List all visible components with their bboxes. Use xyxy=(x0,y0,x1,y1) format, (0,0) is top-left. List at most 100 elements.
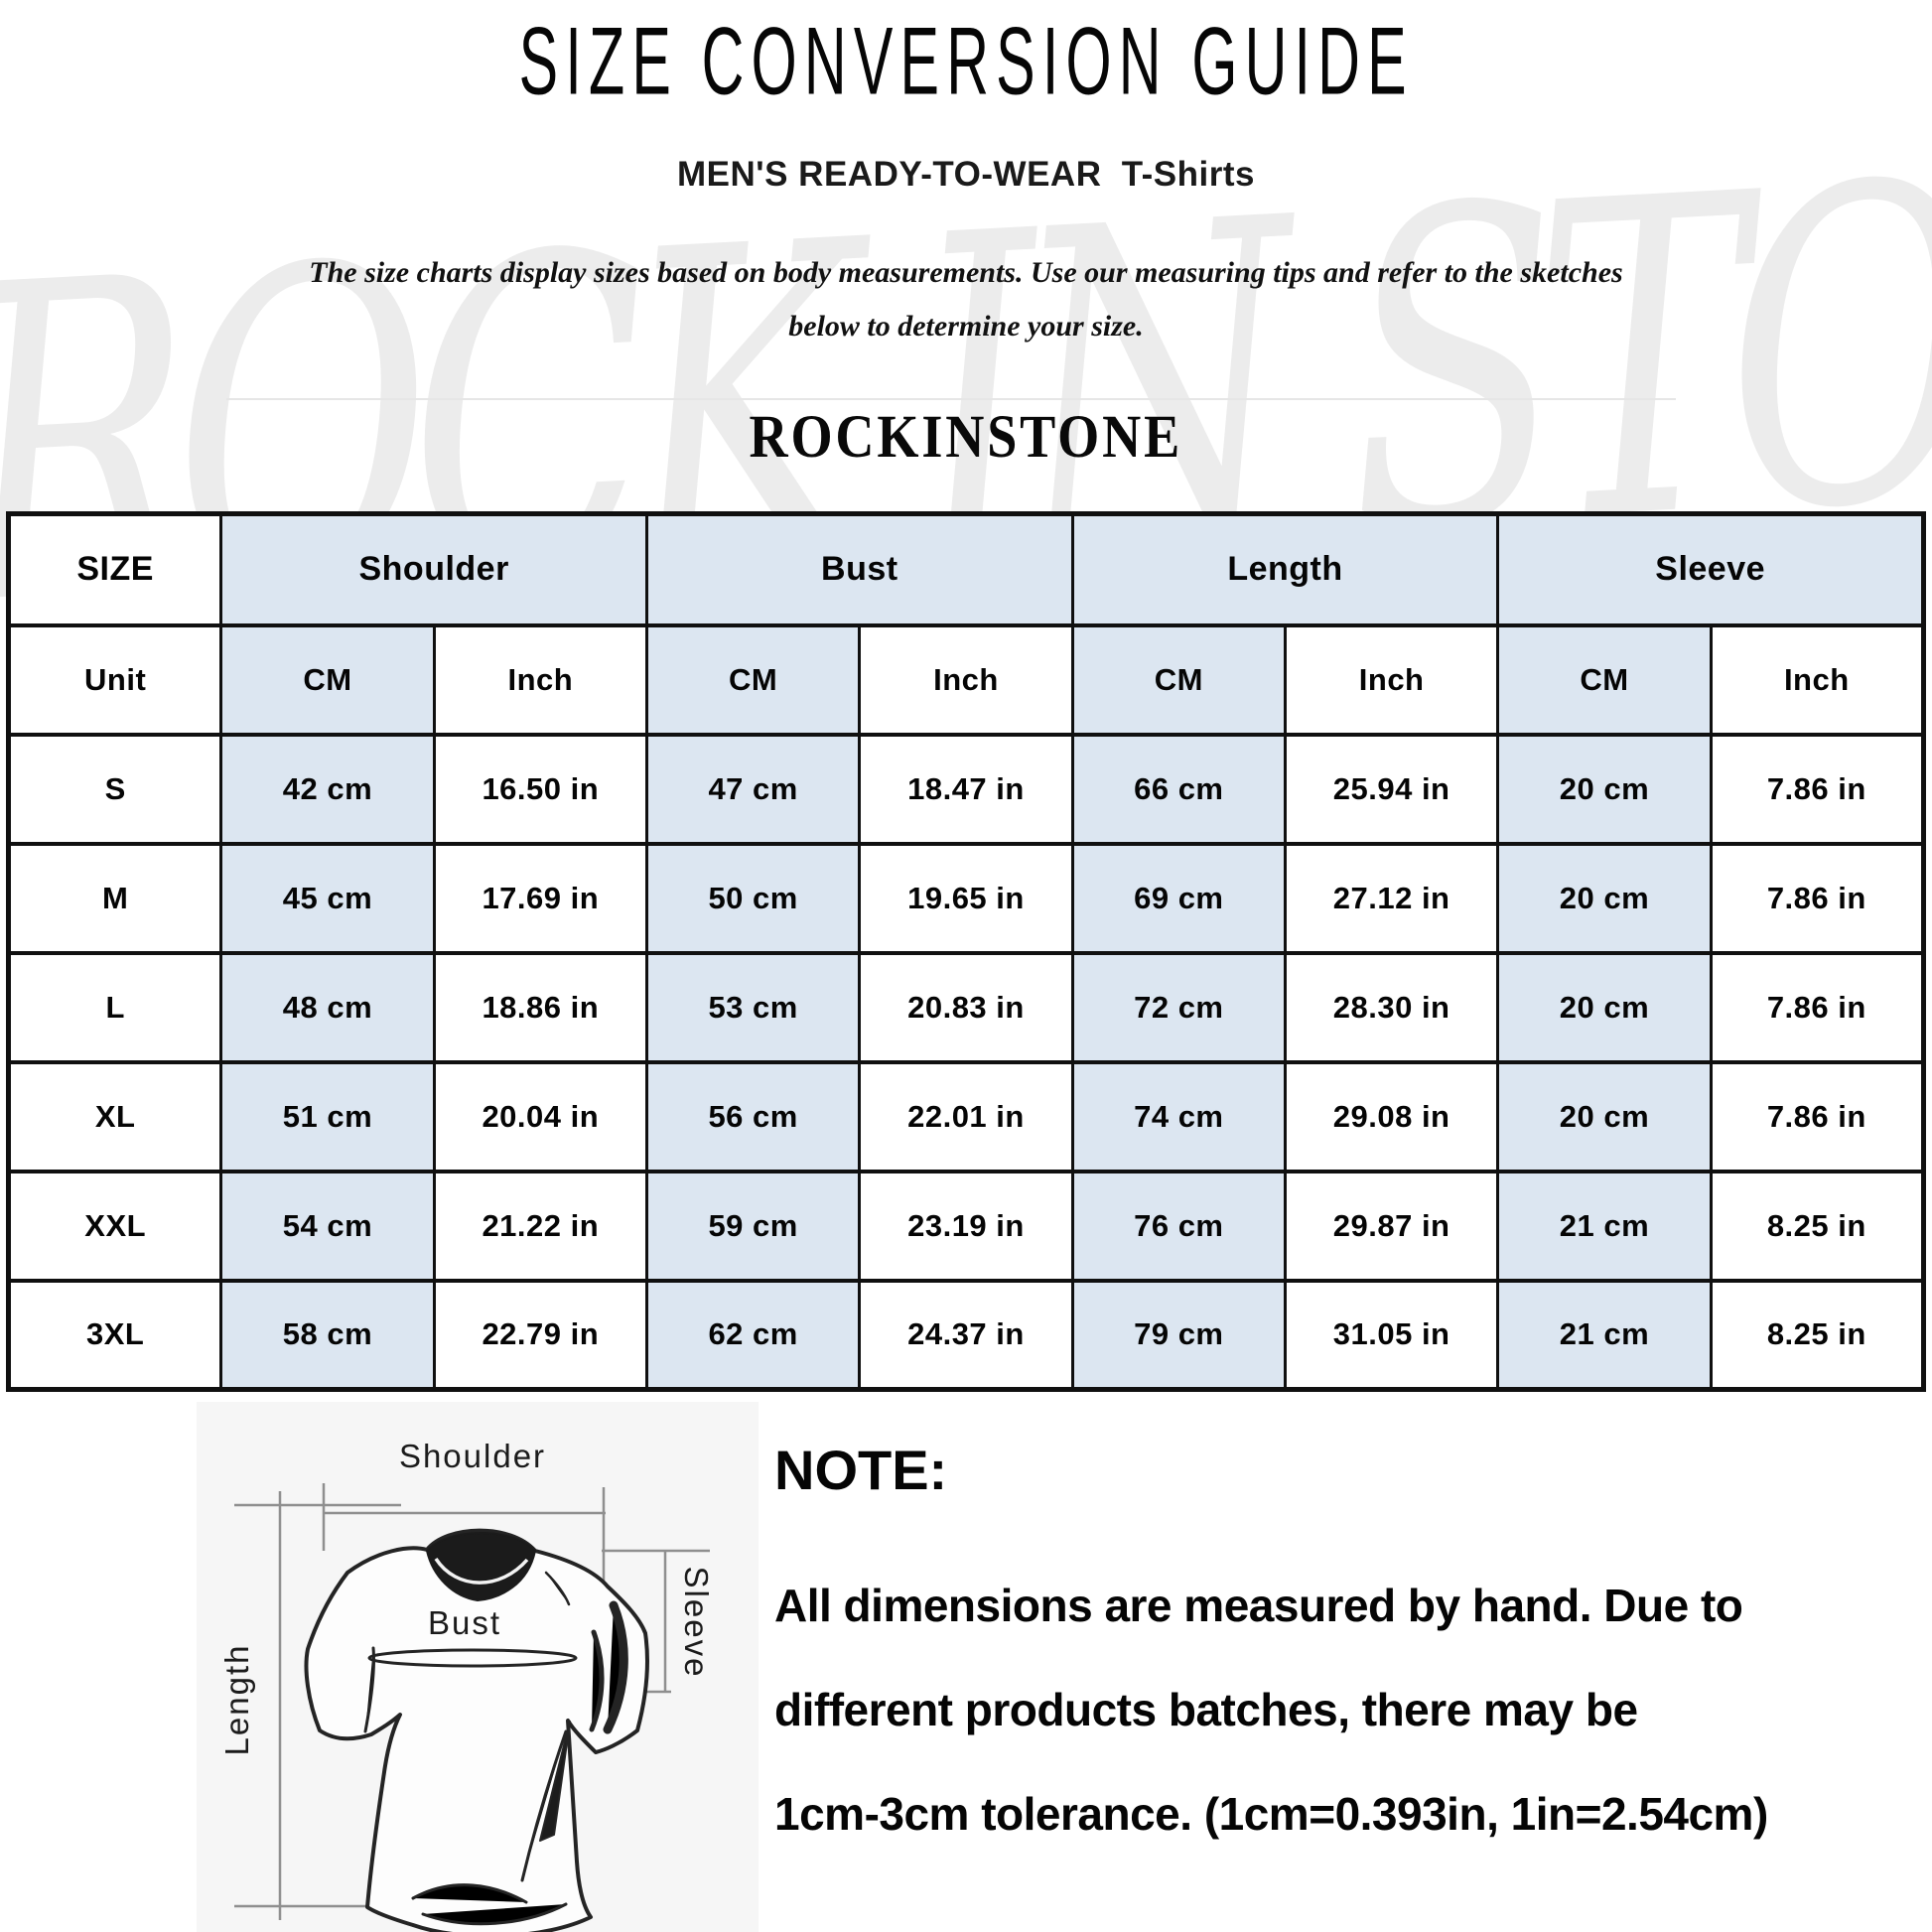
cm-value-cell: 58 cm xyxy=(219,1278,436,1392)
cm-value-cell: 20 cm xyxy=(1496,1059,1713,1173)
cm-value-cell: 50 cm xyxy=(644,841,862,955)
unit-cell: Inch xyxy=(1283,622,1500,737)
inch-value-cell: 25.94 in xyxy=(1283,732,1500,846)
inch-value-cell: 31.05 in xyxy=(1283,1278,1500,1392)
group-header-cell: Bust xyxy=(644,511,1074,627)
bust-label: Bust xyxy=(428,1604,501,1641)
unit-cell: Inch xyxy=(858,622,1074,737)
brand-title: ROCKINSTONE xyxy=(0,402,1932,471)
page-title: SIZE CONVERSION GUIDE xyxy=(0,6,1932,114)
inch-value-cell: 17.69 in xyxy=(432,841,648,955)
cm-value-cell: 69 cm xyxy=(1070,841,1287,955)
inch-value-cell: 7.86 in xyxy=(1709,1059,1926,1173)
cm-value-cell: 62 cm xyxy=(644,1278,862,1392)
cm-value-cell: 56 cm xyxy=(644,1059,862,1173)
cm-value-cell: 51 cm xyxy=(219,1059,436,1173)
unit-cell: Inch xyxy=(432,622,648,737)
subtitle-product: T-Shirts xyxy=(1121,155,1255,194)
cm-value-cell: 76 cm xyxy=(1070,1169,1287,1283)
cm-value-cell: 45 cm xyxy=(219,841,436,955)
cm-value-cell: 54 cm xyxy=(219,1169,436,1283)
table-row: M 45 cm 17.69 in 50 cm 19.65 in 69 cm 27.12 in… xyxy=(6,841,1926,955)
cm-value-cell: 53 cm xyxy=(644,950,862,1064)
size-cell: 3XL xyxy=(6,1278,223,1392)
note-lines: All dimensions are measured by hand. Due… xyxy=(774,1554,1916,1866)
inch-value-cell: 7.86 in xyxy=(1709,841,1926,955)
unit-cell: CM xyxy=(1070,622,1287,737)
subtitle: MEN'S READY-TO-WEAR T-Shirts xyxy=(0,155,1932,195)
cm-value-cell: 79 cm xyxy=(1070,1278,1287,1392)
cm-value-cell: 47 cm xyxy=(644,732,862,846)
brand-title-text: ROCKINSTONE xyxy=(749,403,1183,472)
cm-value-cell: 21 cm xyxy=(1496,1169,1713,1283)
table-row: 3XL 58 cm 22.79 in 62 cm 24.37 in 79 cm 31.05 … xyxy=(6,1278,1926,1392)
unit-cell: Inch xyxy=(1709,622,1926,737)
note-block: NOTE: All dimensions are measured by han… xyxy=(774,1438,1916,1866)
subtitle-category: MEN'S READY-TO-WEAR xyxy=(677,155,1102,194)
inch-value-cell: 22.01 in xyxy=(858,1059,1074,1173)
tshirt-sketch: Shoulder Bust Length Sleeve xyxy=(218,1438,715,1932)
inch-value-cell: 27.12 in xyxy=(1283,841,1500,955)
description-line: The size charts display sizes based on b… xyxy=(309,256,1623,289)
dimension-lines xyxy=(234,1483,710,1920)
inch-value-cell: 20.04 in xyxy=(432,1059,648,1173)
table-row: XXL 54 cm 21.22 in 59 cm 23.19 in 76 cm 29.87 … xyxy=(6,1169,1926,1283)
inch-value-cell: 18.86 in xyxy=(432,950,648,1064)
inch-value-cell: 18.47 in xyxy=(858,732,1074,846)
note-heading: NOTE: xyxy=(774,1439,948,1501)
group-header-cell: Sleeve xyxy=(1496,511,1925,627)
inch-value-cell: 21.22 in xyxy=(432,1169,648,1283)
unit-cell: CM xyxy=(219,622,436,737)
tshirt-diagram: Shoulder Bust Length Sleeve xyxy=(197,1402,759,1932)
divider-line xyxy=(226,398,1676,400)
cm-value-cell: 48 cm xyxy=(219,950,436,1064)
size-cell: S xyxy=(6,732,223,846)
cm-value-cell: 59 cm xyxy=(644,1169,862,1283)
inch-value-cell: 16.50 in xyxy=(432,732,648,846)
unit-label-cell: Unit xyxy=(6,622,223,737)
table-row: XL 51 cm 20.04 in 56 cm 22.01 in 74 cm 29.08 i… xyxy=(6,1059,1926,1173)
size-cell: XL xyxy=(6,1059,223,1173)
size-cell: XXL xyxy=(6,1169,223,1283)
unit-cell: CM xyxy=(1496,622,1713,737)
size-cell: M xyxy=(6,841,223,955)
shoulder-label: Shoulder xyxy=(399,1438,546,1474)
inch-value-cell: 7.86 in xyxy=(1709,732,1926,846)
inch-value-cell: 7.86 in xyxy=(1709,950,1926,1064)
table-row: L 48 cm 18.86 in 53 cm 20.83 in 72 cm 28.30 in… xyxy=(6,950,1926,1064)
size-table: SIZE Shoulder Bust Length Sleeve Unit CM… xyxy=(6,511,1926,1392)
group-header-row: SIZE Shoulder Bust Length Sleeve xyxy=(6,511,1925,627)
group-header-cell: Shoulder xyxy=(219,511,648,627)
cm-value-cell: 20 cm xyxy=(1496,841,1713,955)
inch-value-cell: 29.87 in xyxy=(1283,1169,1500,1283)
inch-value-cell: 8.25 in xyxy=(1709,1169,1926,1283)
cm-value-cell: 66 cm xyxy=(1070,732,1287,846)
inch-value-cell: 24.37 in xyxy=(858,1278,1074,1392)
size-cell: L xyxy=(6,950,223,1064)
cm-value-cell: 72 cm xyxy=(1070,950,1287,1064)
unit-cell: CM xyxy=(644,622,862,737)
inch-value-cell: 22.79 in xyxy=(432,1278,648,1392)
page-title-text: SIZE CONVERSION GUIDE xyxy=(518,7,1414,115)
note-line: different products batches, there may be xyxy=(774,1684,1638,1735)
inch-value-cell: 23.19 in xyxy=(858,1169,1074,1283)
cm-value-cell: 42 cm xyxy=(219,732,436,846)
size-header-cell: SIZE xyxy=(6,511,223,627)
note-line: 1cm-3cm tolerance. (1cm=0.393in, 1in=2.5… xyxy=(774,1788,1768,1840)
group-header-cell: Length xyxy=(1070,511,1500,627)
description-line: below to determine your size. xyxy=(788,310,1144,343)
cm-value-cell: 20 cm xyxy=(1496,732,1713,846)
inch-value-cell: 29.08 in xyxy=(1283,1059,1500,1173)
tshirt-outline xyxy=(304,1528,649,1932)
sleeve-label: Sleeve xyxy=(678,1567,715,1679)
cm-value-cell: 74 cm xyxy=(1070,1059,1287,1173)
inch-value-cell: 8.25 in xyxy=(1709,1278,1926,1392)
table-row: S 42 cm 16.50 in 47 cm 18.47 in 66 cm 25.94 in… xyxy=(6,732,1926,846)
unit-row: Unit CM Inch CM Inch CM Inch CM Inch xyxy=(6,622,1926,737)
inch-value-cell: 20.83 in xyxy=(858,950,1074,1064)
cm-value-cell: 20 cm xyxy=(1496,950,1713,1064)
size-rows: S 42 cm 16.50 in 47 cm 18.47 in 66 cm 25.94 in… xyxy=(6,732,1926,1392)
description: The size charts display sizes based on b… xyxy=(0,246,1932,353)
cm-value-cell: 21 cm xyxy=(1496,1278,1713,1392)
